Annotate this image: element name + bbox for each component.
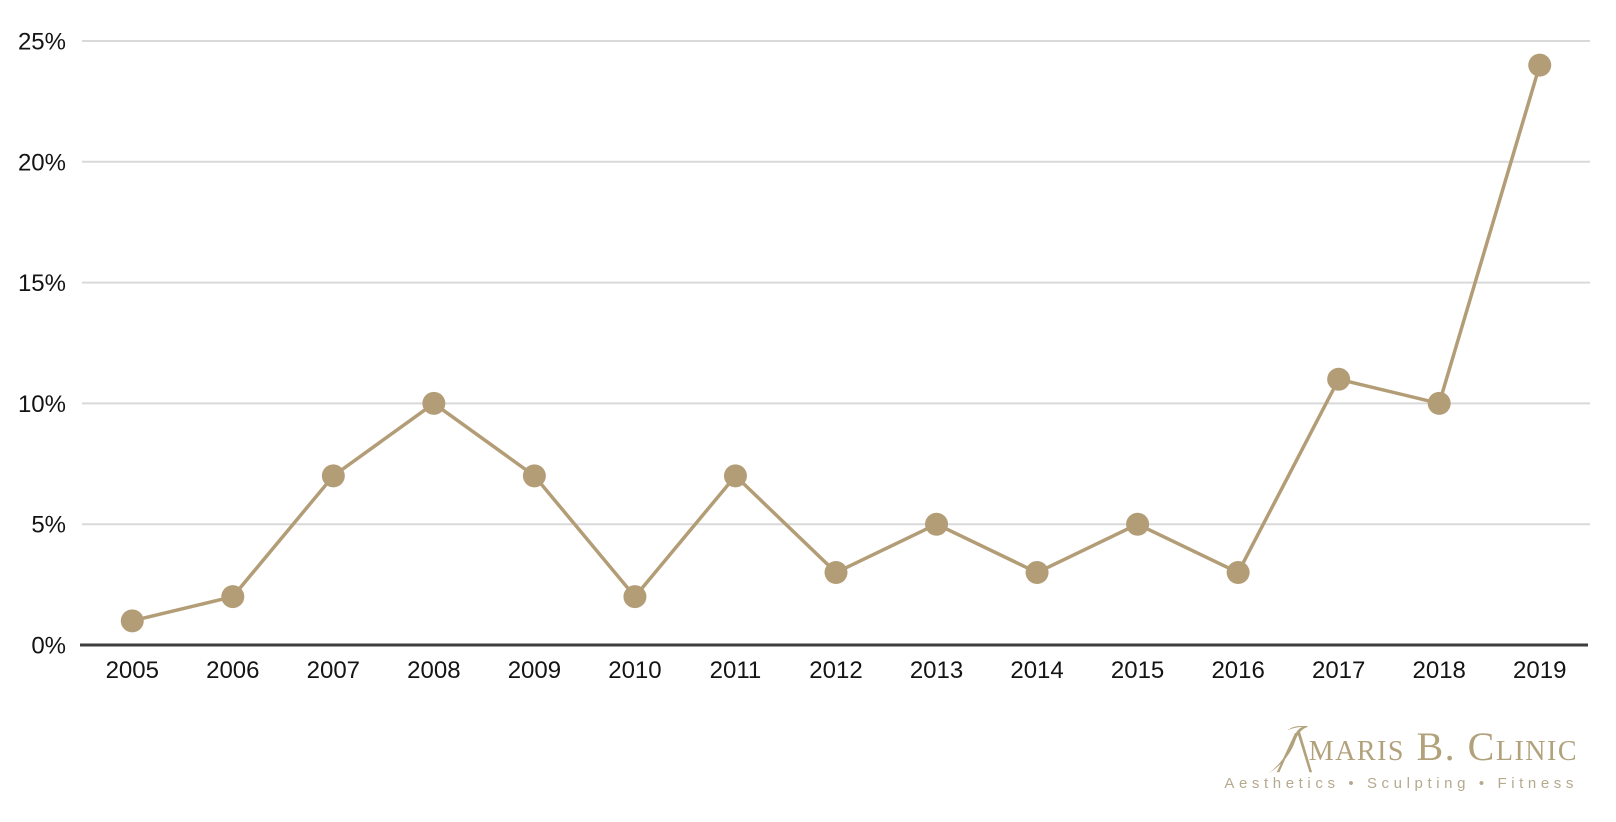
data-point-2007: [321, 464, 345, 488]
data-point-2005: [120, 609, 144, 633]
x-axis-label: 2008: [407, 657, 460, 684]
logo-swoosh-a-icon: [1268, 726, 1312, 774]
x-axis-label: 2005: [106, 657, 159, 684]
x-axis-label: 2010: [608, 657, 661, 684]
x-axis-label: 2015: [1111, 657, 1164, 684]
data-point-2015: [1126, 512, 1150, 536]
data-point-2019: [1528, 53, 1552, 77]
data-line-yearly-percentage: [131, 64, 1542, 623]
data-point-2006: [221, 585, 245, 609]
logo-tagline: Aesthetics • Sculpting • Fitness: [1224, 775, 1578, 792]
data-point-2014: [1025, 561, 1049, 585]
x-axis-label: 2009: [508, 657, 561, 684]
x-axis-label: 2006: [206, 657, 259, 684]
y-axis-label: 15%: [18, 270, 66, 297]
logo-wordmark: maris B. Clinic: [1268, 722, 1578, 774]
x-axis-label: 2014: [1010, 657, 1063, 684]
y-axis-label: 0%: [31, 633, 66, 660]
x-axis-label: 2011: [710, 657, 762, 684]
data-point-2010: [623, 585, 647, 609]
data-point-2008: [422, 391, 446, 415]
y-axis-label: 25%: [18, 29, 66, 56]
data-point-2016: [1226, 561, 1250, 585]
data-point-2013: [925, 512, 949, 536]
data-point-2018: [1427, 391, 1451, 415]
x-axis-label: 2012: [809, 657, 862, 684]
y-axis-label: 20%: [18, 149, 66, 176]
amaris-b-clinic-logo: maris B. Clinic Aesthetics • Sculpting •…: [1224, 722, 1578, 792]
logo-text: maris B. Clinic: [1308, 724, 1578, 769]
x-axis-label: 2017: [1312, 657, 1365, 684]
data-point-2017: [1327, 367, 1351, 391]
data-point-2011: [723, 464, 747, 488]
x-axis-label: 2019: [1513, 657, 1566, 684]
x-axis-label: 2007: [307, 657, 360, 684]
data-point-2009: [522, 464, 546, 488]
data-point-2012: [824, 561, 848, 585]
y-axis-label: 5%: [31, 512, 66, 539]
x-axis-label: 2013: [910, 657, 963, 684]
x-axis-label: 2018: [1413, 657, 1466, 684]
x-axis-label: 2016: [1211, 657, 1264, 684]
y-axis-label: 10%: [18, 391, 66, 418]
